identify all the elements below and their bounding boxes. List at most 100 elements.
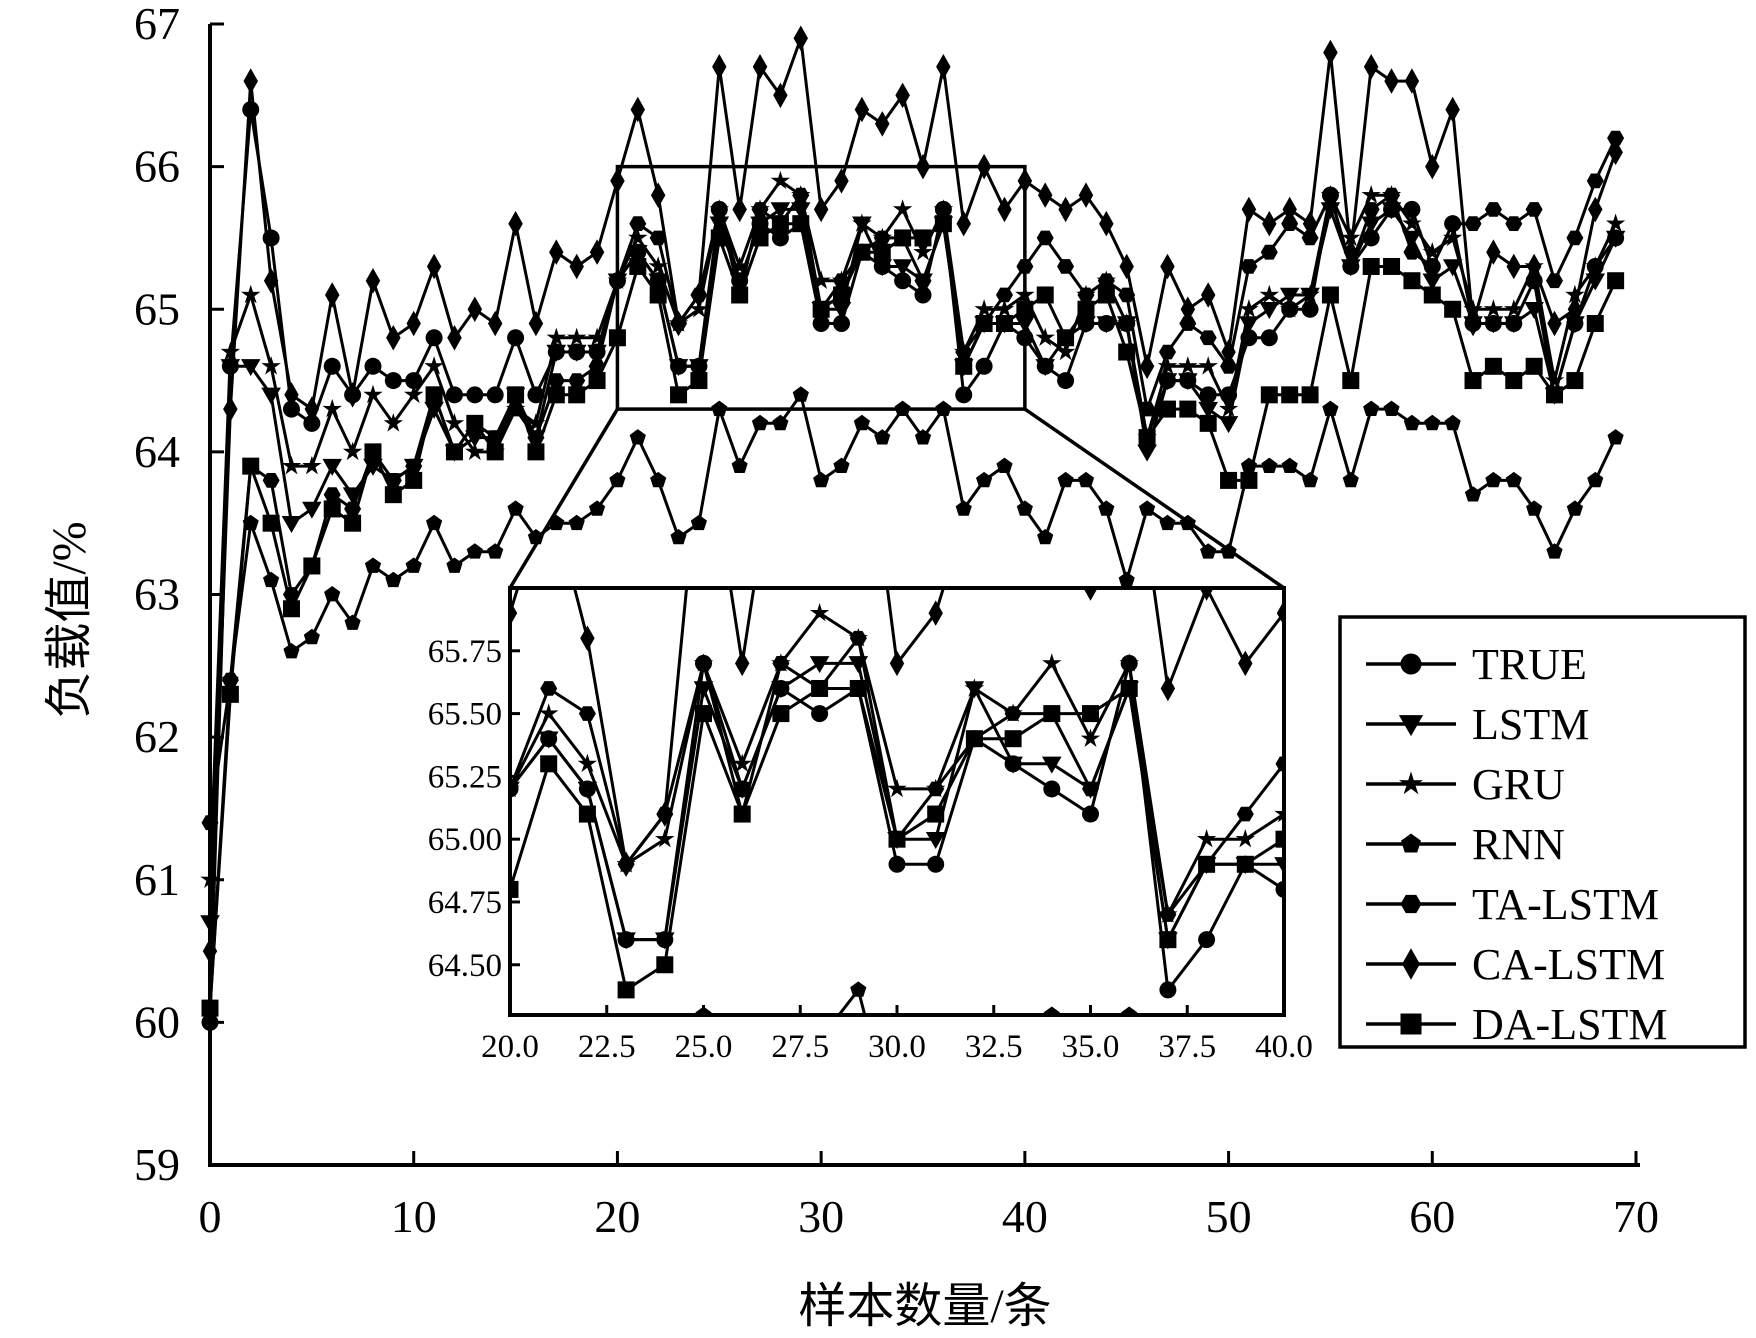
inset-x-tick-label: 20.0	[481, 1029, 539, 1065]
inset-data-point	[1198, 931, 1216, 949]
data-point	[1384, 68, 1399, 94]
inset-data-point	[1275, 880, 1284, 898]
data-point	[1363, 54, 1379, 80]
data-point	[1442, 259, 1463, 277]
data-point	[1119, 253, 1134, 280]
data-point	[1567, 296, 1583, 322]
inset-data-point	[964, 678, 985, 697]
data-point	[630, 96, 645, 123]
data-point	[1566, 500, 1583, 516]
data-point	[588, 372, 606, 390]
data-point	[549, 239, 564, 265]
data-point	[364, 557, 382, 573]
data-point	[1445, 96, 1460, 123]
x-tick-label: 50	[1206, 1191, 1252, 1242]
data-point	[976, 471, 993, 488]
inset-data-point	[1043, 780, 1061, 798]
data-point	[342, 441, 363, 461]
data-point	[568, 514, 585, 531]
data-point	[875, 111, 890, 137]
data-point	[1199, 386, 1217, 404]
data-point	[426, 514, 443, 531]
data-point	[1097, 273, 1115, 289]
data-point	[465, 441, 485, 461]
data-point	[445, 443, 463, 461]
data-point	[834, 168, 849, 194]
data-point	[1341, 227, 1361, 247]
data-point	[936, 54, 951, 80]
data-point	[404, 384, 424, 404]
data-point	[690, 372, 708, 390]
data-point	[1301, 386, 1319, 404]
data-point	[1525, 202, 1543, 217]
data-point	[1403, 200, 1421, 218]
inset-series	[510, 588, 1284, 1015]
data-point	[1179, 400, 1197, 418]
x-tick-label: 30	[798, 1191, 844, 1242]
inset-x-tick-label: 40.0	[1255, 1029, 1313, 1065]
inset-data-point	[888, 830, 906, 848]
data-point	[955, 386, 973, 404]
inset-data-point	[1043, 705, 1061, 723]
data-point	[773, 82, 788, 109]
inset-y-tick-label: 65.00	[428, 822, 502, 858]
data-point	[426, 253, 442, 280]
data-point	[873, 230, 891, 246]
data-point	[894, 229, 912, 247]
data-point	[1239, 316, 1259, 334]
data-point	[1180, 296, 1196, 322]
data-point	[1404, 68, 1420, 94]
data-point	[1464, 486, 1482, 502]
data-point	[1218, 398, 1239, 418]
data-point	[1241, 196, 1257, 223]
data-point	[1608, 139, 1623, 166]
data-point	[1279, 287, 1300, 305]
data-point	[996, 287, 1013, 303]
data-point	[568, 386, 586, 404]
data-point	[1077, 300, 1095, 318]
data-point	[569, 253, 584, 280]
data-point	[587, 327, 607, 346]
data-point	[791, 202, 811, 220]
data-point	[546, 327, 566, 346]
data-point	[1424, 414, 1441, 431]
data-point	[731, 286, 749, 304]
data-point	[955, 500, 972, 516]
data-point	[508, 210, 523, 237]
inset-data-point	[616, 932, 636, 950]
data-point	[996, 457, 1013, 473]
series-line	[208, 207, 1617, 923]
data-point	[384, 486, 402, 504]
data-point	[486, 386, 504, 404]
data-point	[323, 487, 341, 502]
data-point	[568, 373, 586, 388]
data-point	[262, 473, 280, 488]
data-point	[1323, 39, 1338, 66]
data-point	[1159, 344, 1176, 360]
data-point	[424, 356, 444, 375]
y-tick-label: 59	[134, 1139, 180, 1190]
data-point	[994, 299, 1015, 318]
legend-label: CA-LSTM	[1472, 940, 1665, 989]
legend-item-da-lstm: DA-LSTM	[1366, 1000, 1668, 1049]
x-tick-label: 40	[1002, 1191, 1048, 1242]
data-point	[1546, 543, 1563, 559]
data-point	[446, 557, 463, 573]
inset-data-point	[811, 705, 829, 723]
data-point	[281, 516, 302, 533]
inset-data-point	[811, 679, 829, 697]
data-point	[1199, 414, 1217, 432]
inset-data-point	[1274, 803, 1284, 823]
data-point	[223, 396, 238, 422]
data-point	[567, 327, 587, 346]
inset-data-point	[510, 880, 519, 898]
data-point	[1423, 259, 1441, 274]
data-point	[507, 500, 524, 516]
data-point	[1321, 286, 1339, 304]
data-point	[261, 356, 281, 375]
data-point	[1281, 457, 1298, 473]
data-point	[241, 359, 261, 377]
data-point	[1179, 316, 1197, 331]
data-point	[1055, 341, 1076, 361]
